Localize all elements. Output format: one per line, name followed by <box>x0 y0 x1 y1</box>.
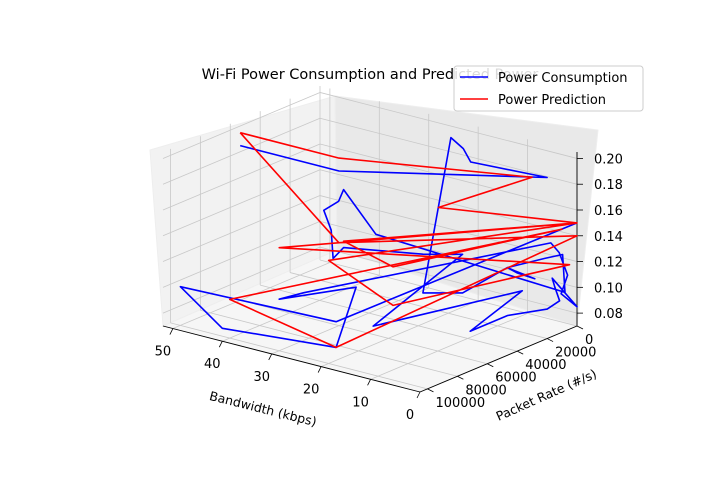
tick-labels: 010203040500200004000060000800001000000.… <box>155 152 623 423</box>
y-tick-label-3: 60000 <box>495 371 536 386</box>
x-tick-2 <box>317 366 322 373</box>
z-grid-left-6 <box>319 92 578 159</box>
legend-label-power-consumption: Power Consumption <box>498 71 628 86</box>
y-tick-0 <box>576 325 584 330</box>
y-tick-1 <box>546 338 554 342</box>
x-tick-3 <box>268 353 273 361</box>
x-tick-5 <box>169 328 174 335</box>
z-grid-left-2 <box>319 195 578 262</box>
tick-marks <box>169 158 584 399</box>
z-tick-label-6: 0.20 <box>594 152 623 167</box>
y-tick-label-5: 100000 <box>435 396 485 411</box>
x-tick-4 <box>218 341 223 348</box>
y-tick-label-4: 80000 <box>465 383 506 398</box>
y-axis-line <box>419 325 578 393</box>
y-grid-floor-1 <box>289 272 548 339</box>
y-tick-2 <box>517 350 524 355</box>
x-grid-floor-2 <box>320 300 479 367</box>
y-tick-label-2: 40000 <box>525 358 566 373</box>
y-tick-5 <box>427 388 434 393</box>
z-tick-label-3: 0.14 <box>594 230 623 245</box>
z-grid-left-4 <box>319 143 578 211</box>
x-axis-line <box>162 325 421 393</box>
x-tick-label-5: 50 <box>155 345 172 360</box>
y-tick-label-0: 0 <box>585 333 593 348</box>
legend: Power Consumption Power Prediction <box>453 65 644 112</box>
x-tick-1 <box>367 379 371 386</box>
z-tick-label-5: 0.18 <box>594 178 623 193</box>
x-grid-floor-3 <box>271 287 429 355</box>
legend-label-power-prediction: Power Prediction <box>498 93 606 108</box>
z-grid-right-2 <box>162 195 321 262</box>
z-tick-label-1: 0.10 <box>594 281 623 296</box>
y-grid-floor-3 <box>230 297 488 365</box>
y-tick-3 <box>487 363 494 368</box>
y-tick-4 <box>457 375 464 380</box>
z-tick-label-4: 0.16 <box>594 204 623 219</box>
z-grid-right-0 <box>162 246 321 314</box>
y-tick-label-1: 20000 <box>555 346 596 361</box>
z-grid-right-4 <box>162 143 321 211</box>
x-tick-label-3: 30 <box>253 370 270 385</box>
z-tick-label-2: 0.12 <box>594 256 623 271</box>
x-grid-floor-1 <box>370 312 528 380</box>
z-grid-right-1 <box>162 220 321 288</box>
legend-box <box>453 65 644 112</box>
x-tick-0 <box>416 391 421 399</box>
z-grid-right-6 <box>162 92 321 159</box>
z-tick-label-0: 0.08 <box>594 307 623 322</box>
y-grid-floor-5 <box>170 322 428 390</box>
series-line-power-prediction <box>229 131 578 349</box>
x-tick-label-0: 0 <box>406 408 414 423</box>
z-grid-right-3 <box>162 169 321 237</box>
series-layer <box>179 131 578 349</box>
axis-lines <box>162 152 578 393</box>
z-grid-left-0 <box>319 246 578 314</box>
x-tick-label-2: 20 <box>303 383 320 398</box>
x-tick-label-1: 10 <box>352 395 369 410</box>
z-grid-right-5 <box>162 117 321 185</box>
x-grid-floor-4 <box>222 274 380 342</box>
x-tick-label-4: 40 <box>204 357 221 372</box>
z-grid-left-3 <box>319 169 578 237</box>
